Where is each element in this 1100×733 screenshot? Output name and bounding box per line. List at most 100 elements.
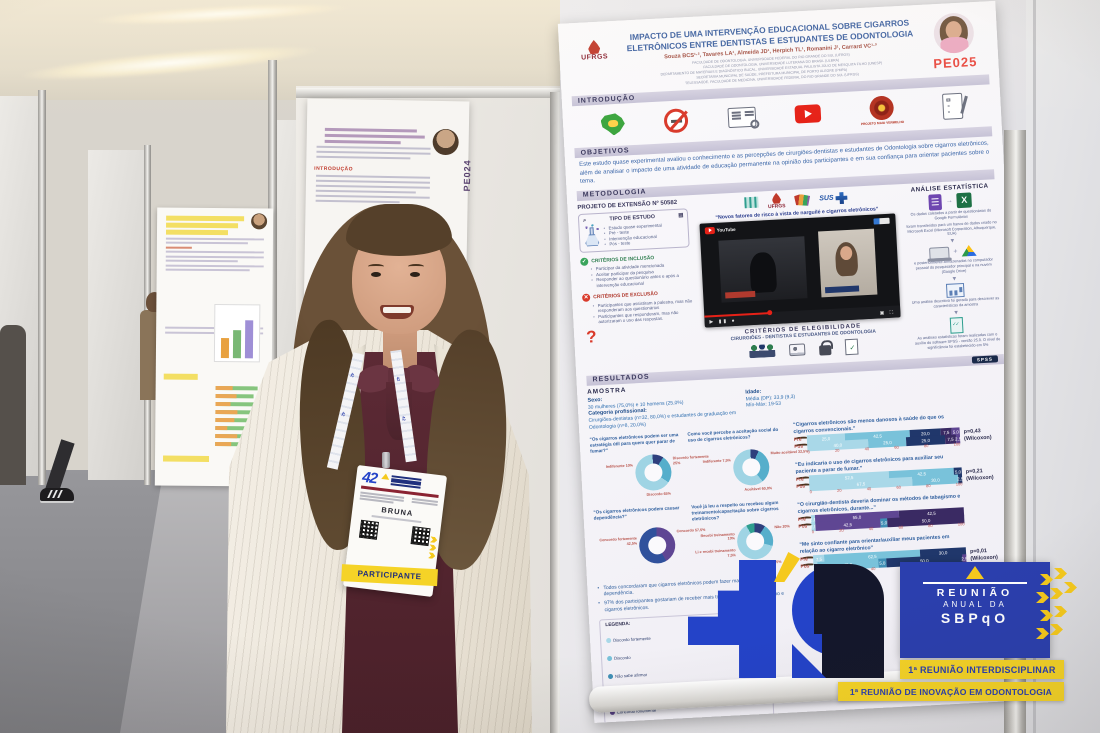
sbpqo-42-logo: REUNIÃO ANUAL DA SBPqO 1ª REUNIÃO INTERD… <box>688 548 1077 708</box>
donut-label: Discordo 65% <box>646 492 672 498</box>
axis-tick: 20 <box>836 487 842 494</box>
panel-seam <box>1033 0 1036 733</box>
book-magnifier-icon <box>727 107 760 130</box>
tipo-estudo-header: TIPO DE ESTUDO <box>609 213 656 223</box>
youtube-icon <box>794 104 822 124</box>
bar-row: Pós 2,5 42,5 5,0 50,0 <box>798 514 965 531</box>
maio-vermelho-caption: PROJETO MAIO VERMELHO <box>860 119 905 127</box>
axis-tick: 60 <box>894 444 899 451</box>
donut-ring-wrap: Indiferente 7,5% Muito aceitável 32,5% Ace… <box>703 448 809 492</box>
idade-label: Idade: <box>745 388 762 396</box>
axis-tick: 100 <box>955 481 963 487</box>
bar-row-label: Pós <box>794 444 804 450</box>
donut-chart: “Os cigarros eletrônicos podem causar de… <box>593 505 706 577</box>
laptop-icon <box>929 246 950 260</box>
bar-row-label: Pré <box>795 477 804 484</box>
badge-logo-number: 42 <box>361 468 378 488</box>
descriptive-chart-icon <box>945 283 965 298</box>
donut-question: Como você percebe a aceitação social do … <box>687 427 779 443</box>
maio-vermelho-icon <box>869 95 895 121</box>
question-mark-icon: ? <box>585 326 598 347</box>
divider-rule <box>923 582 1027 584</box>
axis-tick: 0 <box>807 449 810 455</box>
poster-title-highlight <box>166 222 239 229</box>
axis-tick: 40 <box>868 526 874 532</box>
brazil-map-icon <box>600 113 625 136</box>
youtube-label: YouTube <box>716 226 736 233</box>
donut-ring-wrap: Indiferente 10% Discordo fortemente 25% Di… <box>606 453 709 497</box>
axis-tick: 40 <box>864 446 870 452</box>
id-card-icon <box>789 343 806 356</box>
mini-bar-chart <box>213 304 261 363</box>
right-arrow-icon: → <box>945 197 953 206</box>
badge-role-strip: PARTICIPANTE <box>341 564 438 587</box>
presenter-photo-circle <box>432 128 459 156</box>
sus-label: SUS <box>819 194 834 203</box>
qr-code <box>410 525 431 546</box>
bar-row: Pós 67,5 30,0 2,5 <box>796 474 963 492</box>
donut-question: “Os cigarros eletrônicos podem causar de… <box>593 505 680 521</box>
bar-chart: “O cirurgião-dentista deveria dominar os… <box>797 491 1004 535</box>
logo-line-reuniao: REUNIÃO <box>936 587 1014 599</box>
panel-rail <box>296 88 560 98</box>
x-icon: ✕ <box>581 293 591 303</box>
sus-logo: SUS <box>819 192 848 205</box>
bar-row-label: Pré <box>793 437 802 444</box>
consent-document-icon <box>845 338 859 355</box>
legend-color-dot <box>607 673 614 679</box>
axis-tick: 100 <box>957 521 965 527</box>
banner-inovacao: 1ª REUNIÃO DE INOVAÇÃO EM ODONTOLOGIA <box>838 682 1064 701</box>
donut-label: Concordo fortemente 42,5% <box>599 536 638 546</box>
metodologia-content: PROJETO DE EXTENSÃO Nº 50582 ⌕ TIPO DE ES… <box>577 182 1003 371</box>
bar-row-label: Pós <box>796 484 806 490</box>
axis-tick: 0 <box>809 489 813 495</box>
tipo-estudo-items: Estudo quase experimentalPré - testeInte… <box>603 222 662 247</box>
legend-item: Não sabe afirmar <box>607 669 690 679</box>
eyebrow <box>408 263 424 269</box>
lanyard-clip <box>382 452 390 468</box>
progress-bar <box>704 311 771 318</box>
badge-chevron <box>428 552 436 559</box>
analise-estatistica: ANÁLISE ESTATÍSTICA → X Os dados coletad… <box>904 182 1003 354</box>
sexo-label: Sexo: <box>587 396 603 404</box>
no-vaping-icon <box>663 108 689 134</box>
ufrgs-label: UFRGS <box>580 53 609 62</box>
ufrgs-flame-icon <box>588 40 601 55</box>
criterios-exclusao: ✕CRITÉRIOS DE EXCLUSÃO Participantes que… <box>581 288 694 325</box>
axis-tick: 60 <box>898 524 904 530</box>
excel-icon: X <box>956 192 973 209</box>
logo-digit-2-block <box>822 612 884 678</box>
section-label: OBJETIVOS <box>580 147 630 157</box>
axis-tick: 80 <box>925 483 931 489</box>
donut-label: Indiferente 10% <box>605 463 634 470</box>
sbpqo-triangle-icon <box>966 566 984 579</box>
donut-ring <box>732 448 771 487</box>
logo-digit-4 <box>688 560 776 678</box>
bar-chart: “Eu indicaria o uso de cigarros eletrôni… <box>795 451 1002 495</box>
banner-interdisciplinar: 1ª REUNIÃO INTERDISCIPLINAR <box>900 660 1064 679</box>
donut-ring <box>638 526 677 565</box>
mini-section-chip <box>163 373 198 380</box>
donut-question: Você já leu a respeito ou recebeu algum … <box>691 500 779 522</box>
logo-line-sbpqo: SBPqO <box>940 610 1010 626</box>
axis-tick: 20 <box>834 447 840 454</box>
youtube-logo: YouTube <box>704 226 736 235</box>
grid-icon: ▤ <box>678 212 684 219</box>
partition-panel <box>88 150 146 480</box>
play-icon: ▶ ▮▮ ● <box>709 317 737 326</box>
woman-hair-fringe <box>346 204 452 256</box>
legend-item: Discordo fortemente <box>606 634 688 643</box>
sus-cross-icon <box>835 192 848 205</box>
youtube-player: YouTube ▶ ▮▮ ● ▣ ⛶ <box>699 213 901 328</box>
donut-label: Recebi treinamento 10% <box>700 531 736 541</box>
mini-section-chip <box>162 455 210 462</box>
donut-chart: “Os cigarros eletrônicos podem ser uma e… <box>589 432 709 504</box>
donut-label: Aceitável 60,0% <box>744 486 773 492</box>
sbpqo-box: REUNIÃO ANUAL DA SBPqO <box>900 562 1050 658</box>
poster-code: PE025 <box>932 53 978 72</box>
clipboard-checklist-icon <box>942 93 968 121</box>
section-label: INTRODUÇÃO <box>577 94 636 105</box>
eyebrow <box>368 263 384 269</box>
donut-ring <box>634 453 673 492</box>
